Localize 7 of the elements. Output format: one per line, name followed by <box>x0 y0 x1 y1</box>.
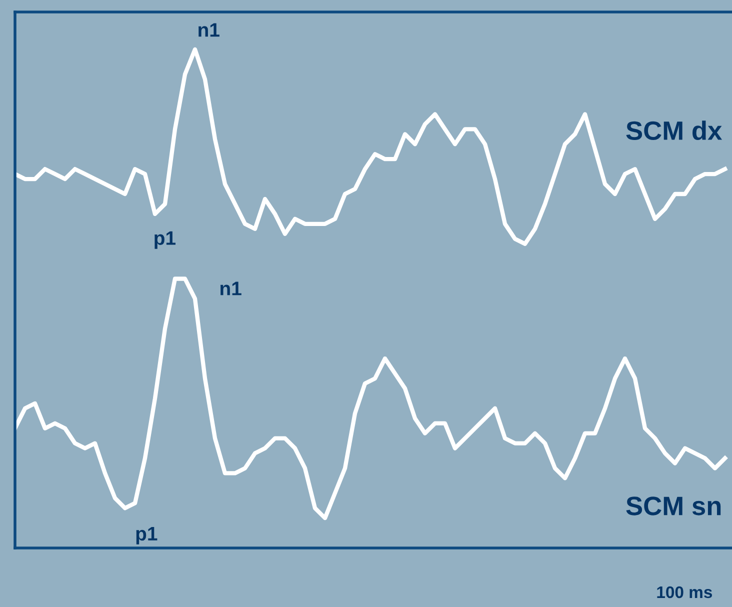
annotation: n1 <box>220 282 242 296</box>
series-label: SCM dx <box>626 120 722 140</box>
text: 100 ms <box>657 586 712 598</box>
text: n1 <box>198 23 220 37</box>
series-label: SCM sn <box>626 496 721 516</box>
annotation: p1 <box>154 231 176 249</box>
annotation: p1 <box>136 527 158 544</box>
